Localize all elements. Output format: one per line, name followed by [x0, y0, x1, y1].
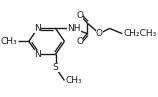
Text: CH₂CH₃: CH₂CH₃: [123, 29, 157, 38]
Text: O: O: [76, 37, 83, 46]
Text: O: O: [96, 29, 103, 38]
Text: N: N: [34, 50, 41, 59]
Text: O: O: [76, 11, 83, 19]
Text: CH₃: CH₃: [65, 76, 82, 85]
Text: CH₃: CH₃: [1, 37, 17, 46]
Text: S: S: [53, 63, 58, 72]
Text: NH: NH: [67, 24, 81, 33]
Text: N: N: [34, 24, 41, 33]
